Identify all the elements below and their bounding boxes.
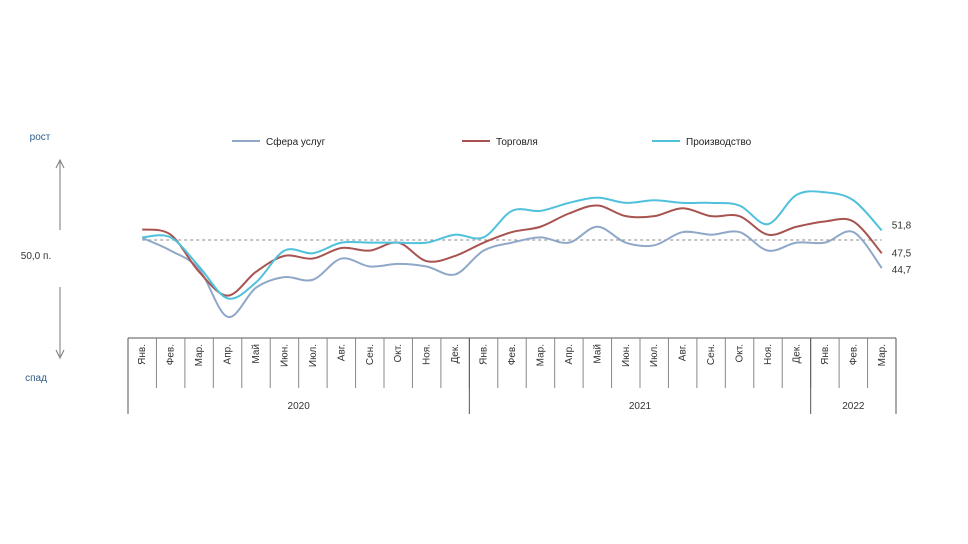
end-label-3: 44,7 (892, 265, 912, 276)
down-arrowhead (55, 349, 65, 360)
legend-label-3: Производство (686, 137, 752, 148)
legend-label-2: Торговля (496, 137, 538, 148)
legend: Сфера услуг Торговля Производство (232, 136, 752, 148)
x-tick-label: Янв. (820, 344, 831, 365)
legend-label-1: Сфера услуг (266, 136, 326, 148)
x-tick-label: Сен. (365, 344, 376, 365)
up-label: рост (30, 132, 51, 143)
x-tick-label: Янв. (137, 344, 148, 365)
x-tick-label: Мар. (535, 344, 546, 366)
x-tick-label: Июн. (279, 344, 290, 367)
x-tick-label: Апр. (223, 344, 234, 364)
vertical-arrow-labels: рост 50,0 п. спад (21, 132, 65, 384)
series-line-2 (142, 204, 883, 297)
end-label-1: 51,8 (892, 220, 912, 231)
x-tick-label: Ноя. (422, 344, 433, 365)
x-tick-label: Дек. (450, 344, 461, 364)
down-label: спад (25, 373, 47, 384)
x-tick-label: Мар. (194, 344, 205, 366)
year-label: 2020 (288, 401, 311, 412)
x-tick-label: Июн. (621, 344, 632, 367)
x-tick-label: Май (251, 344, 262, 364)
x-tick-label: Окт. (393, 344, 404, 363)
x-tick-label: Сен. (706, 344, 717, 365)
x-tick-label: Фев. (848, 344, 859, 365)
series-line-1 (141, 225, 883, 318)
x-tick-label: Ноя. (763, 344, 774, 365)
x-axis: Янв. Фев. Мар. Апр. Май Июн. Июл. Авг. Сен. Окт. Н… (127, 337, 897, 414)
up-arrowhead (55, 158, 65, 169)
end-label-2: 47,5 (892, 248, 912, 259)
x-tick-label: Апр. (564, 344, 575, 364)
x-tick-label: Окт. (735, 344, 746, 363)
series-lines (141, 190, 883, 318)
x-tick-label: Авг. (336, 344, 347, 361)
x-tick-label: Июл. (649, 344, 660, 367)
year-label: 2021 (629, 401, 652, 412)
x-tick-label: Июл. (308, 344, 319, 367)
x-tick-label: Фев. (166, 344, 177, 365)
reference-label: 50,0 п. (21, 251, 51, 262)
x-tick-label: Мар. (877, 344, 888, 366)
x-tick-label: Авг. (678, 344, 689, 361)
end-labels: 51,8 47,5 44,7 (892, 220, 912, 276)
series-line-3 (142, 190, 883, 300)
x-tick-label: Янв. (479, 344, 490, 365)
year-label: 2022 (842, 401, 865, 412)
x-tick-label: Май (592, 344, 603, 364)
x-tick-label: Дек. (791, 344, 802, 364)
x-tick-label: Фев. (507, 344, 518, 365)
